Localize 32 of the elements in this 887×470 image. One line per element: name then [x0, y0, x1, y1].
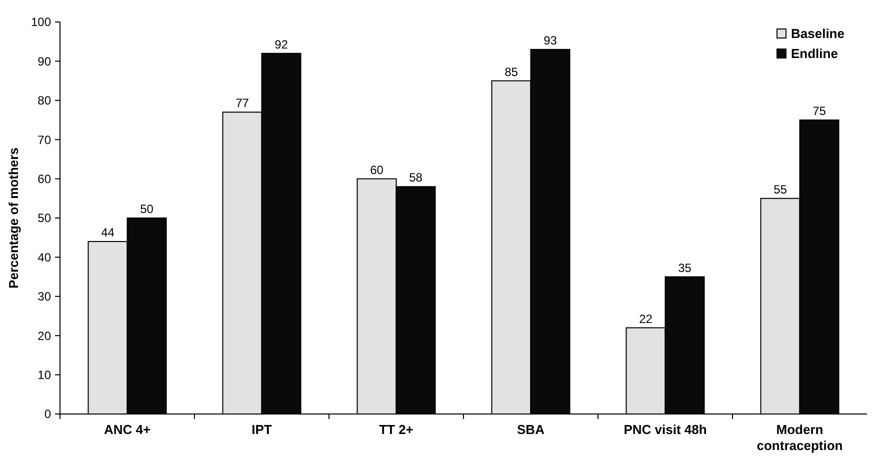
- y-tick-label: 50: [38, 211, 52, 226]
- data-label: 60: [370, 162, 384, 177]
- x-tick-label: PNC visit 48h: [624, 422, 707, 437]
- data-label: 77: [236, 96, 250, 110]
- y-axis-title: Percentage of mothers: [6, 148, 21, 288]
- y-tick-label: 0: [44, 407, 52, 422]
- data-label: 55: [774, 182, 788, 196]
- y-tick-label: 30: [38, 290, 52, 304]
- legend-label: Baseline: [791, 26, 844, 41]
- y-tick-label: 10: [38, 368, 52, 382]
- x-tick-label: SBA: [517, 422, 546, 437]
- data-label: 92: [274, 37, 288, 52]
- x-tick-label: IPT: [252, 422, 272, 437]
- data-label: 85: [504, 64, 518, 79]
- x-tick-label: ANC 4+: [104, 422, 151, 437]
- y-tick-label: 90: [38, 54, 52, 68]
- y-tick-label: 60: [38, 172, 52, 186]
- y-tick-label: 100: [30, 15, 52, 30]
- x-tick-label: TT 2+: [379, 422, 414, 437]
- data-label: 44: [101, 226, 115, 240]
- y-tick-label: 20: [38, 328, 52, 343]
- data-label: 75: [812, 104, 826, 118]
- data-label: 93: [544, 33, 558, 48]
- data-label: 58: [409, 170, 423, 185]
- y-tick-label: 40: [38, 250, 52, 264]
- data-label: 50: [140, 202, 154, 216]
- y-tick-label: 70: [38, 132, 52, 147]
- y-tick-label: 80: [38, 94, 52, 108]
- data-label: 35: [678, 260, 692, 275]
- data-label: 22: [639, 312, 653, 326]
- x-tick-label: Modern contraception: [756, 422, 843, 453]
- legend-label: Endline: [791, 46, 838, 61]
